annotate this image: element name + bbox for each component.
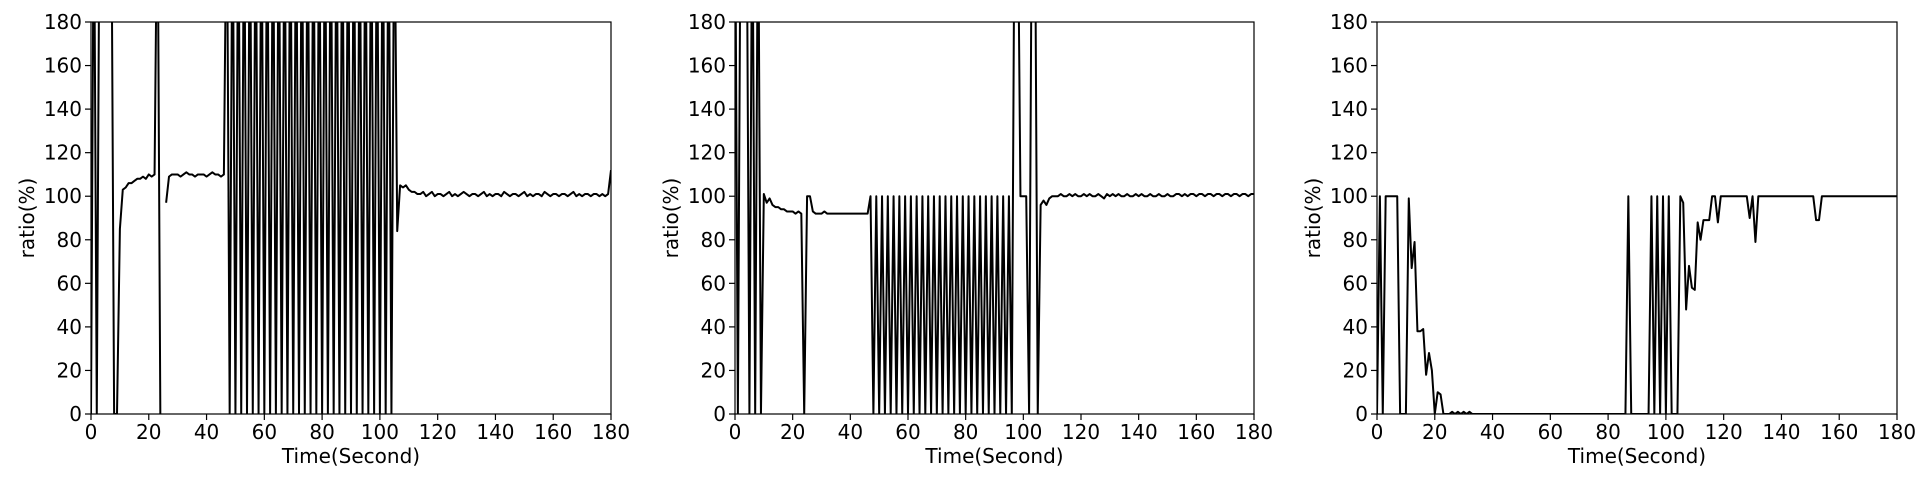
y-axis-label: ratio(%) — [15, 178, 39, 259]
x-tick-label: 100 — [1647, 420, 1685, 444]
data-line — [91, 22, 611, 414]
y-tick-label: 20 — [1343, 358, 1368, 382]
y-tick-label: 100 — [44, 184, 82, 208]
y-tick-label: 120 — [44, 141, 82, 165]
x-tick-label: 100 — [1004, 420, 1042, 444]
x-tick-label: 20 — [1422, 420, 1447, 444]
x-axis-label: Time(Second) — [924, 444, 1063, 468]
y-tick-label: 140 — [1330, 97, 1368, 121]
y-tick-label: 180 — [44, 10, 82, 34]
axes-frame — [1376, 21, 1898, 415]
y-tick-label: 140 — [44, 97, 82, 121]
x-tick-label: 0 — [1371, 420, 1384, 444]
subplot: 0 20 40 60 80 100 120 140 160 180 0 20 40 60 80 100 120 1… — [1301, 10, 1916, 468]
x-tick-label: 180 — [1878, 420, 1916, 444]
y-axis-label: ratio(%) — [659, 178, 683, 259]
subplot: 0 20 40 60 80 100 120 140 160 180 0 20 40 60 80 100 120 1… — [659, 10, 1273, 468]
subplot: 0 20 40 60 80 100 120 140 160 180 0 20 40 60 80 100 120 1… — [15, 10, 630, 468]
y-tick-label: 180 — [688, 10, 726, 34]
y-tick-label: 120 — [1330, 141, 1368, 165]
x-tick-label: 160 — [1820, 420, 1858, 444]
y-tick-label: 20 — [57, 358, 82, 382]
y-tick-label: 180 — [1330, 10, 1368, 34]
x-tick-label: 180 — [592, 420, 630, 444]
y-tick-label: 80 — [701, 228, 726, 252]
x-axis-label: Time(Second) — [1567, 444, 1706, 468]
x-tick-label: 80 — [953, 420, 978, 444]
x-tick-label: 120 — [1062, 420, 1100, 444]
x-tick-label: 20 — [780, 420, 805, 444]
y-tick-label: 0 — [69, 402, 82, 426]
y-tick-label: 60 — [701, 271, 726, 295]
x-axis-label: Time(Second) — [281, 444, 420, 468]
y-tick-label: 160 — [1330, 54, 1368, 78]
x-tick-label: 40 — [838, 420, 863, 444]
y-tick-label: 0 — [1355, 402, 1368, 426]
y-tick-label: 160 — [688, 54, 726, 78]
y-tick-label: 160 — [44, 54, 82, 78]
axes-frame — [734, 21, 1255, 415]
y-tick-label: 40 — [701, 315, 726, 339]
x-tick-label: 120 — [419, 420, 457, 444]
y-tick-label: 100 — [1330, 184, 1368, 208]
y-axis-label: ratio(%) — [1301, 178, 1325, 259]
x-tick-label: 140 — [476, 420, 514, 444]
y-tick-label: 120 — [688, 141, 726, 165]
data-line — [735, 22, 1254, 414]
y-tick-label: 20 — [701, 358, 726, 382]
y-tick-label: 0 — [713, 402, 726, 426]
x-tick-label: 80 — [309, 420, 334, 444]
x-tick-label: 140 — [1762, 420, 1800, 444]
x-tick-label: 180 — [1235, 420, 1273, 444]
x-tick-label: 0 — [729, 420, 742, 444]
axes-frame — [90, 21, 612, 415]
x-tick-label: 60 — [252, 420, 277, 444]
y-tick-label: 60 — [1343, 271, 1368, 295]
x-tick-label: 80 — [1595, 420, 1620, 444]
data-line — [1377, 195, 1897, 414]
y-tick-label: 100 — [688, 184, 726, 208]
x-tick-label: 100 — [361, 420, 399, 444]
y-tick-label: 60 — [57, 271, 82, 295]
x-tick-label: 40 — [194, 420, 219, 444]
y-tick-label: 140 — [688, 97, 726, 121]
x-tick-label: 160 — [1177, 420, 1215, 444]
x-tick-label: 60 — [895, 420, 920, 444]
y-tick-label: 80 — [1343, 228, 1368, 252]
x-tick-label: 60 — [1538, 420, 1563, 444]
y-tick-label: 40 — [57, 315, 82, 339]
x-tick-label: 120 — [1705, 420, 1743, 444]
y-tick-label: 40 — [1343, 315, 1368, 339]
x-tick-label: 0 — [85, 420, 98, 444]
x-tick-label: 160 — [534, 420, 572, 444]
y-tick-label: 80 — [57, 228, 82, 252]
x-tick-label: 40 — [1480, 420, 1505, 444]
x-tick-label: 140 — [1120, 420, 1158, 444]
x-tick-label: 20 — [136, 420, 161, 444]
